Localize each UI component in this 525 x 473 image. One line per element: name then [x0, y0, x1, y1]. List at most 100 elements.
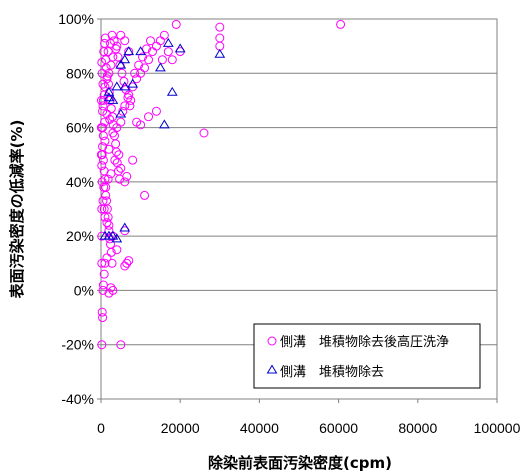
plot-area [100, 18, 498, 400]
data-point-circle [163, 47, 173, 57]
x-tick-label: 80000 [398, 420, 437, 436]
y-tick-label: 0% [74, 282, 94, 298]
y-tick-label: 40% [66, 174, 94, 190]
data-point-circle [98, 101, 108, 111]
data-point-circle [215, 33, 225, 43]
y-tick-label: -20% [61, 337, 94, 353]
data-point-circle [103, 174, 113, 184]
data-point-circle [125, 101, 135, 111]
data-point-circle [109, 36, 119, 46]
data-point-circle [99, 269, 109, 279]
data-point-circle [104, 220, 114, 230]
y-tick-label: 100% [58, 11, 94, 27]
data-point-circle [115, 174, 125, 184]
data-point-circle [140, 63, 150, 73]
data-point-circle [336, 19, 346, 29]
y-axis-ticks: -40% -20% 0% 20% 40% 60% 80% 100% [58, 11, 101, 407]
y-tick-label: 80% [66, 65, 94, 81]
data-point-circle [108, 120, 118, 130]
data-point-triangle [107, 94, 119, 104]
data-point-circle [116, 117, 126, 127]
data-point-circle [100, 33, 110, 43]
legend-marker-circle [267, 336, 277, 346]
data-point-circle [102, 253, 112, 263]
x-tick-label: 40000 [240, 420, 279, 436]
data-point-circle [128, 155, 138, 165]
data-point-circle [167, 55, 177, 65]
data-point-triangle [162, 37, 174, 47]
data-point-triangle [123, 46, 135, 56]
data-point-circle [215, 22, 225, 32]
x-tick-label: 20000 [161, 420, 200, 436]
data-point-circle [106, 283, 116, 293]
legend-label-2: 側溝 堆積物除去 [280, 365, 384, 380]
data-point-circle [157, 55, 167, 65]
data-point-circle [97, 307, 107, 317]
legend-label-1: 側溝 堆積物除去後高圧洗浄 [280, 334, 449, 350]
data-point-circle [120, 177, 130, 187]
data-point-circle [144, 112, 154, 122]
data-point-circle [98, 155, 108, 165]
data-point-circle [100, 136, 110, 146]
data-point-circle [103, 47, 113, 57]
data-point-circle [138, 52, 148, 62]
legend: 側溝 堆積物除去後高圧洗浄 側溝 堆積物除去 [253, 323, 481, 389]
data-point-circle [132, 117, 142, 127]
data-point-circle [100, 38, 110, 48]
x-axis-title: 除染前表面汚染密度(cpm) [208, 454, 392, 472]
data-point-triangle [166, 86, 178, 96]
data-point-circle [102, 109, 112, 119]
data-point-circle [97, 258, 107, 268]
data-point-circle [106, 104, 116, 114]
data-point-circle [102, 218, 112, 228]
x-tick-label: 60000 [319, 420, 358, 436]
data-point-triangle [135, 46, 146, 56]
data-point-circle [155, 36, 165, 46]
data-point-circle [98, 313, 108, 323]
x-tick-label: 100000 [474, 420, 521, 436]
data-point-circle [120, 101, 130, 111]
data-point-triangle [119, 81, 131, 91]
y-axis-title: 表面汚染密度の低減率(%) [8, 120, 26, 299]
x-axis-ticks: 0 20000 40000 60000 80000 100000 [97, 399, 521, 436]
data-point-circle [116, 340, 126, 350]
y-tick-label: 20% [66, 228, 94, 244]
data-point-triangle [214, 48, 226, 58]
data-point-triangle [158, 119, 170, 129]
data-point-circle [109, 131, 119, 141]
data-point-circle [116, 30, 126, 40]
data-point-circle [96, 150, 106, 160]
data-point-circle [113, 52, 123, 62]
data-point-triangle [111, 233, 123, 243]
data-point-circle [120, 36, 130, 46]
data-points [96, 19, 346, 350]
data-point-circle [118, 106, 128, 116]
data-point-circle [199, 128, 209, 138]
data-point-circle [117, 68, 127, 78]
data-point-triangle [119, 54, 131, 64]
data-point-circle [107, 258, 117, 268]
data-point-triangle [127, 78, 139, 88]
data-point-circle [97, 204, 107, 214]
data-point-triangle [107, 230, 119, 240]
y-tick-label: 60% [66, 120, 94, 136]
data-point-circle [120, 261, 130, 271]
data-point-circle [122, 258, 132, 268]
y-tick-label: -40% [61, 391, 94, 407]
data-point-circle [98, 79, 108, 89]
data-point-circle [111, 147, 121, 157]
data-point-circle [130, 68, 140, 78]
data-point-circle [159, 30, 169, 40]
data-point-circle [97, 161, 107, 171]
data-point-circle [144, 55, 154, 65]
data-point-circle [111, 44, 121, 54]
legend-marker-triangle [266, 364, 278, 374]
data-point-circle [100, 117, 110, 127]
data-point-triangle [115, 59, 127, 69]
data-point-circle [123, 93, 133, 103]
x-tick-label: 0 [97, 420, 105, 436]
data-point-circle [111, 139, 121, 149]
data-point-triangle [115, 108, 127, 118]
data-point-circle [126, 95, 136, 105]
